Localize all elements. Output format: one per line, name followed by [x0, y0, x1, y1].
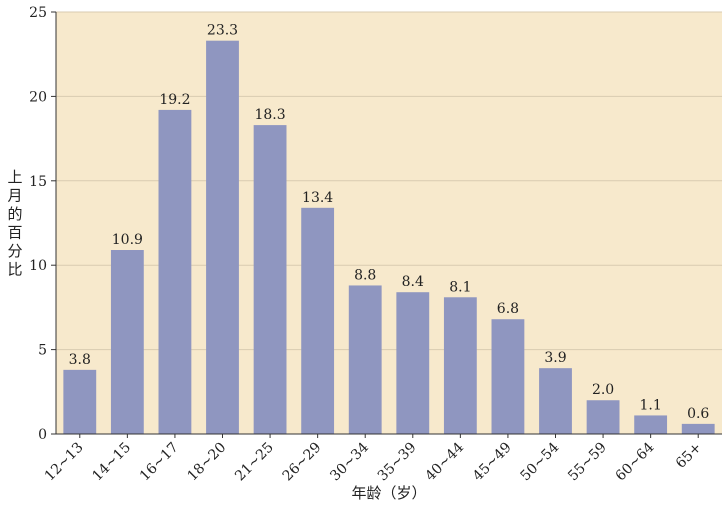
- x-tick-label: 12~13: [42, 440, 87, 485]
- x-tick-label: 16~17: [137, 440, 182, 485]
- bar: [443, 297, 477, 434]
- x-tick-label: 45~49: [470, 440, 515, 485]
- plot-area: [56, 12, 722, 434]
- data-label: 2.0: [592, 382, 614, 398]
- bar: [110, 250, 144, 434]
- bar: [348, 285, 382, 434]
- x-tick-label: 35~39: [375, 440, 420, 485]
- x-tick-label: 60~64: [613, 439, 658, 484]
- x-tick-label: 65+: [673, 440, 705, 472]
- data-labels: 3.8 10.9 19.2 23.3 18.3 13.4 8.8 8.4 8.1 6.8 3.9 2.…: [69, 23, 710, 422]
- data-label: 13.4: [302, 190, 333, 206]
- bar: [539, 368, 572, 434]
- data-label: 6.8: [497, 301, 519, 317]
- x-tick-label: 40~44: [422, 439, 467, 484]
- data-label: 8.4: [402, 274, 424, 290]
- y-axis-ticks: 0 5 10 15 20 25: [29, 5, 56, 443]
- y-tick-label: 15: [29, 174, 47, 190]
- data-label: 8.8: [354, 267, 376, 283]
- axes: [55, 12, 722, 435]
- x-tick-label: 21~25: [232, 440, 277, 485]
- data-label: 0.6: [687, 406, 709, 422]
- x-tick-label: 14~15: [89, 440, 134, 485]
- data-label: 10.9: [112, 232, 143, 248]
- bar: [253, 125, 287, 434]
- data-label: 19.2: [159, 92, 190, 108]
- y-tick-label: 25: [29, 5, 47, 21]
- bar: [634, 415, 668, 434]
- x-axis-ticks: 12~13 14~15 16~17 18~20 21~25 26~29 30~34 35~39…: [42, 434, 705, 484]
- x-tick-label: 18~20: [185, 440, 230, 485]
- bar: [206, 40, 239, 435]
- x-tick-label: 55~59: [565, 440, 610, 485]
- y-tick-label: 0: [38, 427, 47, 443]
- data-label: 3.8: [69, 352, 91, 368]
- bar: [63, 369, 97, 434]
- data-label: 8.1: [449, 279, 471, 295]
- bar: [681, 423, 715, 434]
- bar: [586, 400, 620, 434]
- y-tick-label: 20: [29, 89, 47, 105]
- y-axis-title: 上月的百分比: [7, 168, 22, 279]
- bar: [396, 292, 430, 434]
- data-label: 3.9: [544, 350, 566, 366]
- y-tick-label: 10: [29, 258, 47, 274]
- data-label: 1.1: [640, 397, 662, 413]
- bar: [491, 319, 525, 434]
- bar: [301, 207, 335, 434]
- bar: [158, 109, 192, 435]
- y-tick-label: 5: [38, 343, 47, 359]
- bar-series: [63, 40, 715, 435]
- x-tick-label: 26~29: [280, 440, 325, 485]
- x-tick-label: 30~34: [327, 439, 372, 484]
- x-tick-label: 50~54: [518, 439, 563, 484]
- data-label: 18.3: [254, 107, 285, 123]
- data-label: 23.3: [207, 23, 238, 39]
- x-axis-title: 年龄（岁）: [351, 484, 426, 502]
